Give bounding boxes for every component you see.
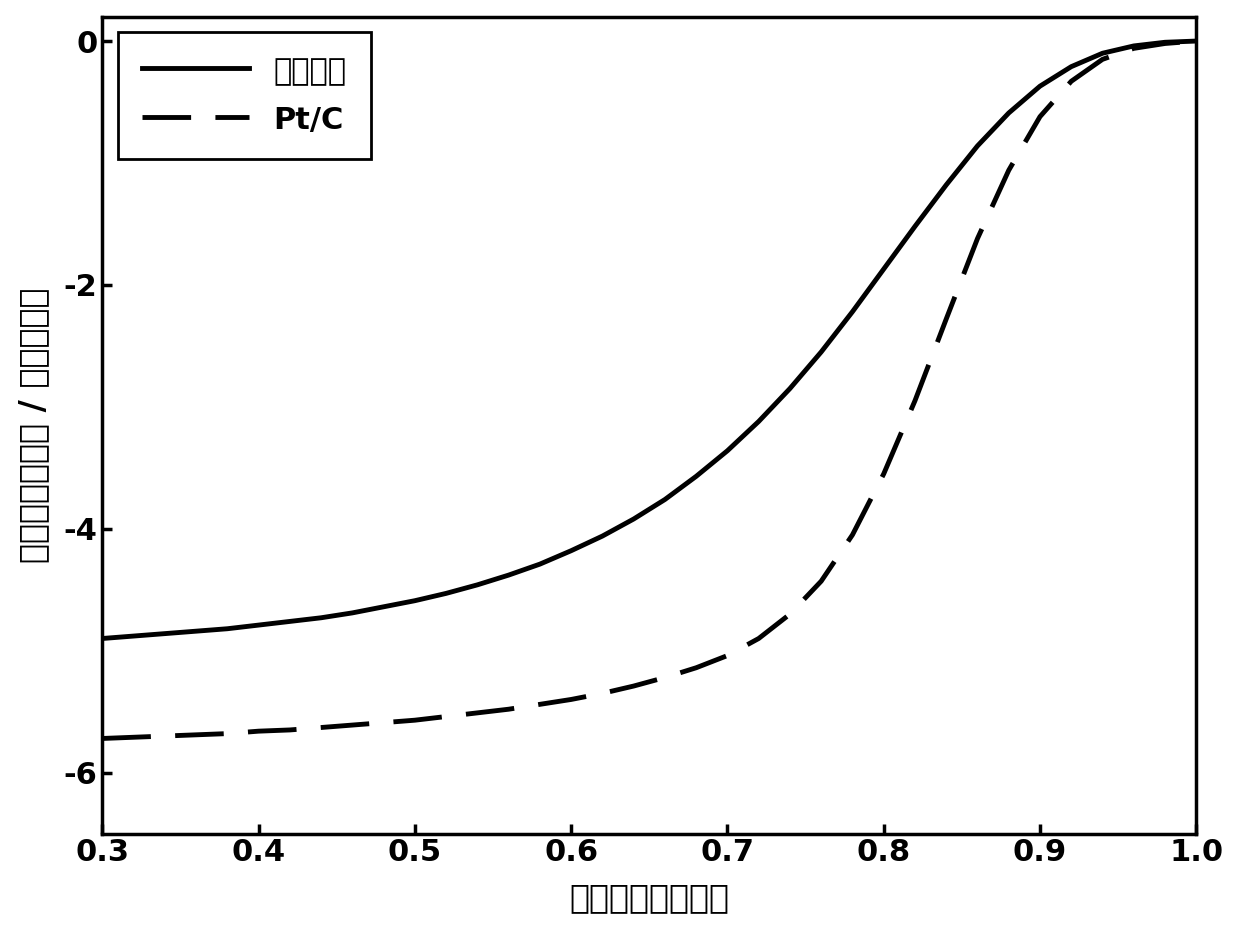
碳催化剂: [314, 613, 329, 624]
Pt/C: [626, 681, 641, 692]
Pt/C: [157, 731, 172, 742]
碳催化剂: [908, 221, 923, 232]
Pt/C: [782, 609, 797, 620]
碳催化剂: [1126, 40, 1141, 51]
碳催化剂: [813, 346, 828, 358]
碳催化剂: [283, 615, 298, 627]
Y-axis label: 电流密度（毫安 / 平方厘米）: 电流密度（毫安 / 平方厘米）: [16, 288, 50, 563]
Pt/C: [345, 720, 360, 731]
Pt/C: [252, 725, 267, 736]
Pt/C: [188, 729, 203, 740]
Pt/C: [595, 688, 610, 699]
碳催化剂: [970, 141, 985, 152]
碳催化剂: [844, 306, 859, 317]
Pt/C: [532, 699, 547, 710]
Pt/C: [314, 722, 329, 733]
Pt/C: [657, 672, 672, 683]
Line: Pt/C: Pt/C: [102, 41, 1197, 738]
碳催化剂: [252, 619, 267, 630]
Pt/C: [1158, 38, 1173, 49]
碳催化剂: [532, 559, 547, 570]
Pt/C: [1095, 54, 1110, 65]
Pt/C: [564, 694, 579, 705]
Pt/C: [439, 711, 454, 722]
碳催化剂: [939, 180, 954, 191]
Pt/C: [470, 708, 485, 719]
碳催化剂: [439, 587, 454, 599]
Pt/C: [1001, 165, 1016, 176]
Pt/C: [751, 633, 766, 644]
Pt/C: [1033, 111, 1048, 122]
Line: 碳催化剂: 碳催化剂: [102, 41, 1197, 639]
Pt/C: [720, 650, 735, 661]
X-axis label: 电极电势（伏特）: 电极电势（伏特）: [569, 882, 729, 914]
碳催化剂: [345, 607, 360, 618]
Pt/C: [94, 733, 109, 744]
Pt/C: [1064, 75, 1079, 87]
碳催化剂: [470, 579, 485, 590]
碳催化剂: [1189, 35, 1204, 47]
Pt/C: [1189, 35, 1204, 47]
Pt/C: [283, 724, 298, 735]
碳催化剂: [157, 628, 172, 640]
Pt/C: [844, 530, 859, 541]
Pt/C: [939, 314, 954, 325]
碳催化剂: [1095, 47, 1110, 59]
碳催化剂: [376, 601, 391, 613]
碳催化剂: [408, 595, 423, 606]
碳催化剂: [501, 570, 516, 581]
Pt/C: [877, 468, 892, 479]
Pt/C: [970, 233, 985, 244]
碳催化剂: [877, 263, 892, 275]
Pt/C: [1126, 43, 1141, 54]
Pt/C: [813, 575, 828, 587]
碳催化剂: [657, 494, 672, 506]
碳催化剂: [1033, 81, 1048, 92]
Pt/C: [126, 732, 141, 743]
Legend: 碳催化剂, Pt/C: 碳催化剂, Pt/C: [118, 32, 371, 159]
碳催化剂: [782, 383, 797, 394]
碳催化剂: [564, 546, 579, 557]
碳催化剂: [188, 626, 203, 637]
碳催化剂: [1158, 36, 1173, 47]
Pt/C: [376, 717, 391, 728]
碳催化剂: [219, 623, 234, 634]
Pt/C: [908, 395, 923, 406]
碳催化剂: [1064, 61, 1079, 73]
碳催化剂: [751, 416, 766, 427]
碳催化剂: [720, 445, 735, 456]
碳催化剂: [1001, 107, 1016, 118]
碳催化剂: [126, 630, 141, 641]
Pt/C: [408, 715, 423, 726]
Pt/C: [688, 662, 703, 673]
Pt/C: [501, 704, 516, 715]
碳催化剂: [595, 531, 610, 542]
碳催化剂: [94, 633, 109, 644]
碳催化剂: [626, 513, 641, 524]
Pt/C: [219, 728, 234, 739]
碳催化剂: [688, 471, 703, 482]
